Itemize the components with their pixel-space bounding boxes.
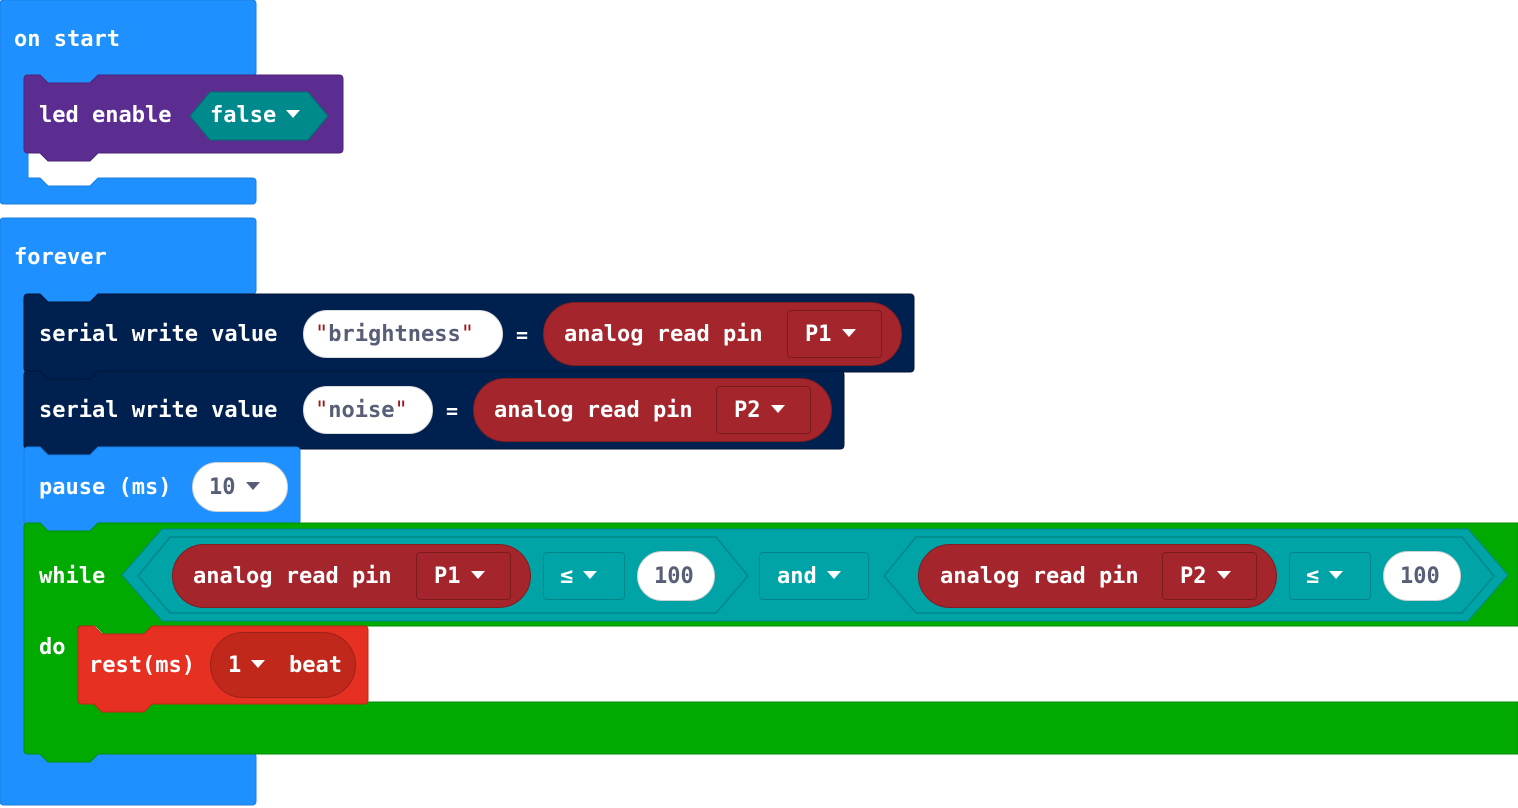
pin-dropdown-text-2: P2	[734, 398, 785, 424]
chevron-down-icon	[827, 571, 841, 579]
pin-dropdown-text-4: P2	[1180, 564, 1231, 590]
serial-write-label-1: serial write value	[39, 322, 277, 348]
while-label: while	[39, 564, 105, 590]
do-label: do	[39, 635, 66, 661]
boolean-value: false	[210, 103, 276, 128]
serial-write-label-2: serial write value	[39, 398, 277, 424]
pin-value-4: P2	[1180, 564, 1207, 589]
pin-dropdown-text-3: P1	[434, 564, 485, 590]
compare-op-value-1: ≤	[560, 564, 573, 589]
pause-label: pause (ms)	[39, 475, 171, 501]
beat-value-dropdown[interactable]: 1	[228, 653, 265, 679]
analog-read-label-4: analog read pin	[940, 564, 1139, 590]
analog-read-label-3: analog read pin	[193, 564, 392, 590]
name-value-2: noise	[328, 398, 394, 423]
beat-value: 1	[228, 653, 241, 678]
compare-op-value-2: ≤	[1306, 564, 1319, 589]
number-value-2: 100	[1400, 564, 1440, 590]
logic-op-value: and	[777, 564, 817, 589]
boolean-dropdown[interactable]: false	[210, 103, 300, 129]
forever-label: forever	[14, 245, 107, 271]
chevron-down-icon	[286, 110, 300, 118]
quote-open-icon: "	[315, 322, 328, 347]
chevron-down-icon	[583, 571, 597, 579]
name-string-text-1: "brightness"	[315, 322, 474, 348]
chevron-down-icon	[1217, 571, 1231, 579]
pin-value-2: P2	[734, 398, 761, 423]
beat-unit-label: beat	[289, 653, 342, 679]
chevron-down-icon	[1329, 571, 1343, 579]
number-value-1: 100	[654, 564, 694, 590]
compare-op-text-1: ≤	[560, 564, 597, 590]
logic-op-text: and	[777, 564, 841, 590]
led-enable-label: led enable	[39, 103, 171, 129]
chevron-down-icon	[842, 329, 856, 337]
pin-value-1: P1	[805, 322, 832, 347]
compare-op-text-2: ≤	[1306, 564, 1343, 590]
chevron-down-icon	[246, 482, 260, 490]
chevron-down-icon	[771, 405, 785, 413]
pause-value-text: 10	[209, 475, 260, 501]
pause-value: 10	[209, 475, 236, 500]
name-value-1: brightness	[328, 322, 460, 347]
pin-dropdown-text-1: P1	[805, 322, 856, 348]
chevron-down-icon	[251, 660, 265, 668]
equals-label-1: =	[516, 322, 528, 348]
quote-open-icon: "	[315, 398, 328, 423]
quote-close-icon: "	[461, 322, 474, 347]
equals-label-2: =	[446, 398, 458, 424]
rest-label: rest(ms)	[89, 653, 195, 679]
quote-close-icon: "	[394, 398, 407, 423]
pin-value-3: P1	[434, 564, 461, 589]
chevron-down-icon	[471, 571, 485, 579]
analog-read-label-1: analog read pin	[564, 322, 763, 348]
name-string-text-2: "noise"	[315, 398, 408, 424]
on-start-label: on start	[14, 27, 120, 53]
analog-read-label-2: analog read pin	[494, 398, 693, 424]
